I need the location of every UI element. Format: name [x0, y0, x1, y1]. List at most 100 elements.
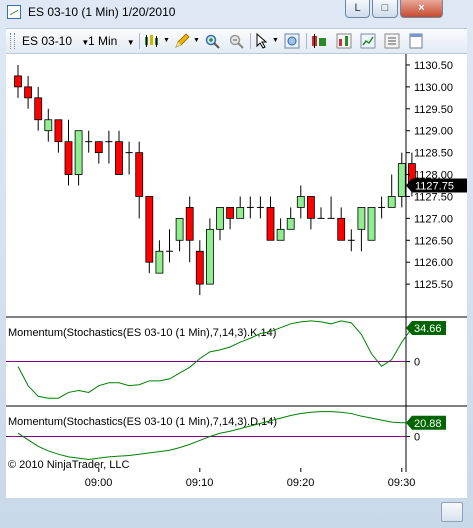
drawing-pencil-icon[interactable] — [174, 33, 190, 49]
instrument-selector[interactable]: ES 03-10 ▼ — [22, 32, 89, 50]
candle-body — [44, 119, 53, 132]
candle-body — [185, 207, 194, 241]
chart-canvas[interactable]: 1125.50 1126.00 1126.50 1127.00 1127.50 1128.… — [6, 54, 467, 472]
candle — [185, 196, 194, 263]
candle — [317, 207, 325, 219]
bar-type-icon[interactable] — [144, 33, 160, 49]
copyright-text: © 2010 NinjaTrader, LLC — [8, 459, 130, 471]
momentum-d-panel: Momentum(Stochastics(ES 03-10 (1 Min),7,… — [6, 411, 446, 460]
candle — [14, 64, 22, 98]
zoom-out-icon[interactable] — [228, 33, 244, 49]
chart-area[interactable]: 1125.50 1126.00 1126.50 1127.00 1127.50 1128.… — [6, 54, 467, 472]
momentum-line — [17, 320, 413, 399]
candle — [205, 218, 214, 285]
time-tick-label: 09:10 — [185, 477, 214, 489]
indicator-icon[interactable] — [336, 33, 352, 49]
candle — [266, 196, 275, 241]
candle-body — [74, 130, 83, 175]
candle-body — [367, 207, 376, 241]
chart-app-icon — [7, 5, 21, 19]
interval-label: 1 Min — [88, 34, 118, 48]
candle — [387, 174, 396, 208]
restore-button[interactable]: □ — [372, 0, 398, 18]
candle — [337, 207, 346, 241]
time-tick-label: 09:20 — [286, 477, 315, 489]
find-icon[interactable] — [284, 33, 300, 49]
window-size-grip[interactable] — [441, 502, 463, 522]
candle — [145, 196, 154, 274]
close-button[interactable]: × — [400, 0, 443, 18]
candle-body — [397, 163, 406, 197]
candle-body — [14, 75, 22, 88]
candle-body — [337, 217, 346, 241]
chart-properties-icon[interactable] — [384, 33, 400, 49]
last-value-label: 34.66 — [414, 323, 442, 335]
candle — [105, 130, 113, 164]
chevron-down-icon[interactable]: ▼ — [163, 37, 170, 44]
price-tick-label: 1129.00 — [414, 126, 453, 138]
candle-body — [155, 250, 164, 274]
time-tick-label: 09:30 — [387, 477, 416, 489]
candle — [256, 196, 264, 219]
last-value-label: 20.88 — [414, 418, 442, 430]
candle — [246, 196, 254, 219]
momentum-line — [17, 411, 412, 460]
chevron-down-icon: ▼ — [81, 38, 90, 47]
candle-body — [306, 196, 315, 219]
chevron-down-icon: ▼ — [126, 38, 135, 47]
zero-tick-label: 0 — [414, 432, 420, 444]
candle — [276, 218, 285, 241]
cursor-icon[interactable] — [254, 32, 270, 49]
chevron-down-icon[interactable]: ▼ — [272, 37, 279, 44]
candle-body — [226, 207, 235, 219]
toolbar-separator — [306, 33, 307, 49]
zoom-in-icon[interactable] — [204, 33, 220, 49]
candle — [236, 196, 245, 219]
candle — [74, 130, 83, 186]
candle — [24, 75, 33, 109]
chart-toolbar: ES 03-10 ▼ 1 Min ▼ ▼ ▼ ▼ — [6, 28, 467, 54]
price-tick-label: 1130.00 — [414, 82, 453, 94]
minimize-button[interactable]: L — [345, 0, 370, 18]
candle — [166, 229, 173, 263]
title-bar: ES 03-10 (1 Min) 1/20/2010 L □ × — [0, 0, 473, 26]
candle-body — [54, 119, 63, 143]
momentum-d-title: Momentum(Stochastics(ES 03-10 (1 Min),7,… — [8, 416, 277, 428]
candle — [367, 207, 376, 241]
candle-body — [286, 217, 295, 230]
candle-body — [266, 207, 275, 241]
price-tick-label: 1127.00 — [414, 213, 453, 225]
candle-body — [195, 250, 204, 285]
candle — [226, 207, 235, 230]
candle — [175, 217, 184, 252]
data-box-icon[interactable] — [408, 33, 424, 49]
candle-body — [216, 207, 224, 230]
momentum-k-title: Momentum(Stochastics(ES 03-10 (1 Min),7,… — [8, 327, 276, 339]
time-tick-label: 09:00 — [84, 477, 113, 489]
price-tick-label: 1129.50 — [414, 104, 453, 116]
chevron-down-icon[interactable]: ▼ — [193, 37, 200, 44]
candle — [378, 196, 386, 219]
price-tick-label: 1126.50 — [414, 235, 453, 247]
candle-body — [276, 228, 285, 241]
strategy-icon[interactable] — [360, 33, 376, 49]
candle — [94, 141, 103, 164]
candle — [115, 130, 123, 175]
instrument-icon[interactable] — [311, 33, 327, 49]
toolbar-grip[interactable] — [10, 33, 15, 49]
price-tick-label: 1128.50 — [414, 148, 453, 160]
candle — [195, 240, 204, 296]
candle — [306, 196, 315, 230]
last-price-label: 1127.75 — [415, 181, 454, 193]
candle — [347, 229, 355, 252]
interval-selector[interactable]: 1 Min ▼ — [88, 32, 135, 50]
candle — [85, 130, 93, 153]
candle-body — [175, 217, 184, 241]
candle-body — [24, 86, 33, 99]
candle-body — [357, 207, 366, 230]
candle-body — [145, 196, 154, 263]
candle-body — [205, 228, 214, 285]
candle — [44, 108, 53, 142]
candle — [125, 141, 133, 175]
